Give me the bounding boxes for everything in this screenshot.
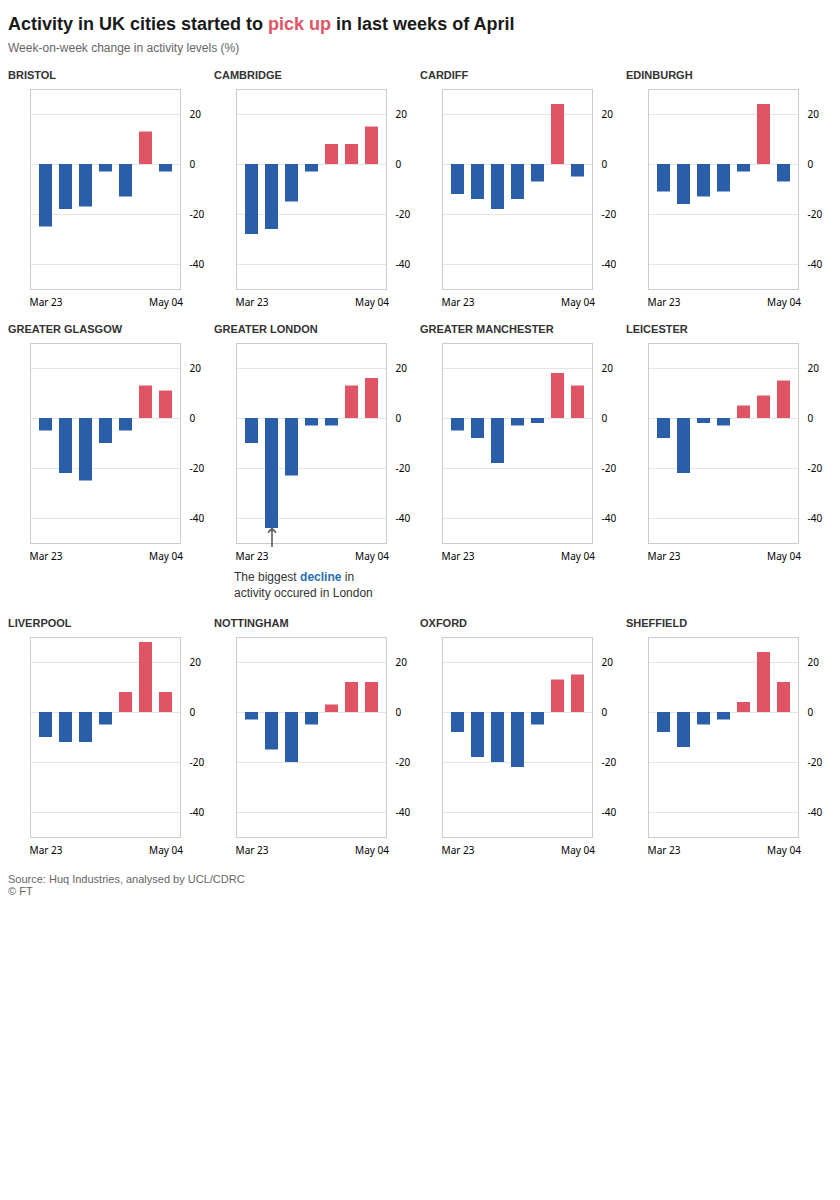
html-text:OXFORD: OXFORD [420, 617, 468, 630]
svg-text:0: 0 [190, 705, 196, 719]
svg-text:0: 0 [190, 157, 196, 171]
svg-text:-40: -40 [602, 805, 617, 819]
svg-text:Mar 23: Mar 23 [442, 295, 475, 309]
svg-text:-40: -40 [190, 805, 205, 819]
svg-text:0: 0 [602, 411, 608, 425]
svg-text:-40: -40 [396, 257, 411, 271]
svg-text:20: 20 [602, 655, 614, 669]
html-text:LEICESTER: LEICESTER [626, 323, 688, 335]
html-text:SHEFFIELD: SHEFFIELD [626, 617, 688, 630]
svg-text:May 04: May 04 [149, 295, 183, 309]
svg-text:May 04: May 04 [355, 295, 389, 309]
html-text:EDINBURGH: EDINBURGH [626, 69, 693, 81]
svg-text:May 04: May 04 [767, 843, 801, 857]
svg-text:-20: -20 [602, 461, 617, 475]
html-text:BRISTOL: BRISTOL [8, 69, 57, 81]
svg-text:20: 20 [190, 655, 202, 669]
svg-text:20: 20 [190, 361, 202, 375]
svg-text:-20: -20 [808, 461, 823, 475]
svg-text:-20: -20 [190, 461, 205, 475]
svg-text:May 04: May 04 [149, 843, 183, 857]
html-text:Week-on-week change in activit: Week-on-week change in activity levels (… [8, 41, 240, 55]
svg-text:20: 20 [190, 107, 202, 121]
html-text:GREATER LONDON: GREATER LONDON [214, 323, 318, 335]
svg-text:20: 20 [808, 361, 820, 375]
svg-text:May 04: May 04 [561, 549, 595, 563]
html-text:CARDIFF: CARDIFF [420, 69, 469, 81]
html-text:The biggest decline in activit: The biggest decline in activity occured … [234, 570, 373, 601]
svg-text:Mar 23: Mar 23 [648, 549, 681, 563]
svg-text:May 04: May 04 [767, 295, 801, 309]
svg-text:0: 0 [602, 705, 608, 719]
svg-text:May 04: May 04 [767, 549, 801, 563]
svg-text:-20: -20 [808, 207, 823, 221]
svg-text:20: 20 [808, 655, 820, 669]
svg-text:-20: -20 [602, 207, 617, 221]
svg-text:0: 0 [396, 705, 402, 719]
svg-text:20: 20 [396, 361, 408, 375]
svg-text:0: 0 [602, 157, 608, 171]
svg-text:-20: -20 [396, 207, 411, 221]
html-text:GREATER GLASGOW: GREATER GLASGOW [8, 323, 123, 335]
svg-text:Mar 23: Mar 23 [648, 295, 681, 309]
svg-text:20: 20 [396, 655, 408, 669]
svg-text:Mar 23: Mar 23 [236, 549, 269, 563]
svg-text:0: 0 [808, 157, 814, 171]
svg-text:-40: -40 [602, 257, 617, 271]
svg-text:-20: -20 [602, 755, 617, 769]
svg-text:Mar 23: Mar 23 [236, 295, 269, 309]
svg-text:0: 0 [396, 157, 402, 171]
svg-text:-40: -40 [808, 805, 823, 819]
svg-text:Mar 23: Mar 23 [30, 843, 63, 857]
svg-text:0: 0 [808, 705, 814, 719]
html-text:Source: Huq Industries, analys: Source: Huq Industries, analysed by UCL/… [8, 873, 245, 898]
svg-text:-40: -40 [808, 511, 823, 525]
svg-text:Mar 23: Mar 23 [648, 843, 681, 857]
svg-text:0: 0 [190, 411, 196, 425]
html-text:GREATER MANCHESTER: GREATER MANCHESTER [420, 323, 554, 335]
svg-text:-40: -40 [190, 511, 205, 525]
svg-text:-40: -40 [396, 805, 411, 819]
svg-text:Mar 23: Mar 23 [236, 843, 269, 857]
svg-text:-20: -20 [190, 207, 205, 221]
svg-text:May 04: May 04 [561, 843, 595, 857]
svg-text:Mar 23: Mar 23 [30, 549, 63, 563]
svg-text:-20: -20 [190, 755, 205, 769]
svg-text:Mar 23: Mar 23 [442, 843, 475, 857]
svg-text:-40: -40 [808, 257, 823, 271]
svg-text:-20: -20 [396, 755, 411, 769]
svg-text:-20: -20 [808, 755, 823, 769]
svg-text:-40: -40 [190, 257, 205, 271]
svg-text:0: 0 [808, 411, 814, 425]
svg-text:-40: -40 [602, 511, 617, 525]
svg-text:20: 20 [808, 107, 820, 121]
svg-text:May 04: May 04 [355, 549, 389, 563]
svg-text:-40: -40 [396, 511, 411, 525]
svg-text:20: 20 [602, 107, 614, 121]
svg-text:May 04: May 04 [561, 295, 595, 309]
svg-text:20: 20 [396, 107, 408, 121]
svg-text:Mar 23: Mar 23 [442, 549, 475, 563]
html-text:NOTTINGHAM: NOTTINGHAM [214, 617, 289, 630]
svg-text:May 04: May 04 [149, 549, 183, 563]
html-text:Activity in UK cities started: Activity in UK cities started to pick up… [8, 14, 515, 34]
svg-text:0: 0 [396, 411, 402, 425]
html-text:CAMBRIDGE: CAMBRIDGE [214, 69, 282, 81]
svg-text:Mar 23: Mar 23 [30, 295, 63, 309]
svg-text:May 04: May 04 [355, 843, 389, 857]
svg-text:20: 20 [602, 361, 614, 375]
html-text:LIVERPOOL: LIVERPOOL [8, 617, 72, 630]
svg-text:-20: -20 [396, 461, 411, 475]
